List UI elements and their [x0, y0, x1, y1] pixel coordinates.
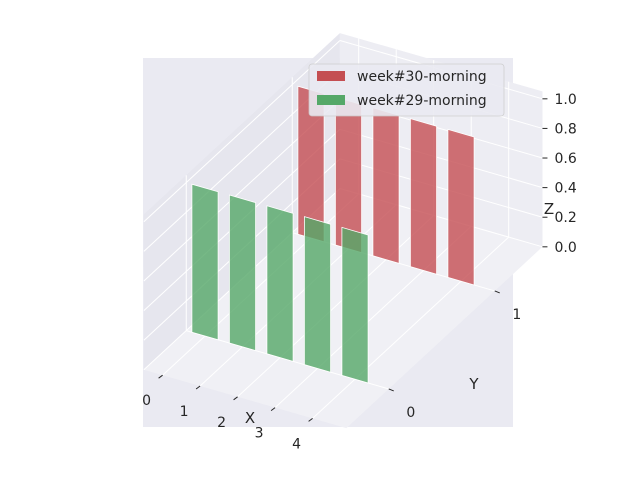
- x-tick-label: 0: [142, 393, 151, 409]
- x-tick-label: 4: [292, 436, 301, 452]
- legend-box: [308, 63, 505, 117]
- bar-week29-x4: [341, 226, 369, 384]
- z-tick-label: 0.4: [555, 181, 577, 197]
- x-tick-label: 2: [217, 415, 226, 431]
- x-tick-mark: [195, 385, 201, 390]
- y-tick-label: 0: [406, 405, 415, 421]
- z-tick-label: 0.0: [555, 240, 577, 256]
- x-tick-mark: [270, 407, 276, 412]
- bar-week30-x3: [409, 118, 438, 275]
- z-tick-label: 0.6: [555, 151, 577, 167]
- legend-label-week30: week#30-morning: [357, 69, 487, 85]
- bar-week29-x0: [191, 183, 219, 341]
- y-tick-mark: [388, 388, 394, 392]
- y-tick-mark: [494, 290, 500, 294]
- x-grid-line: [237, 215, 435, 398]
- legend-label-week29: week#29-morning: [357, 93, 487, 109]
- legend: week#30-morning week#29-morning: [308, 63, 505, 117]
- z-axis-label: Z: [544, 200, 554, 218]
- bar-week30-x2: [372, 107, 400, 264]
- bar-week29-x3: [303, 216, 332, 373]
- z-grid-line: [143, 40, 341, 223]
- x-grid-line: [274, 225, 472, 408]
- x-axis-label: X: [245, 409, 255, 427]
- bar-week30-x4: [447, 128, 475, 286]
- axis-ticks: 0 1 2 3 4 0 1 0.0 0.2 0.4 0.6 0.8 1.0: [142, 92, 577, 453]
- bar-week29-x2: [266, 205, 294, 362]
- y-tick-label: 1: [512, 307, 521, 323]
- series-week30-bars: [297, 85, 475, 286]
- z-tick-label: 0.8: [555, 121, 577, 137]
- legend-swatch-week29: [317, 95, 345, 105]
- x-grid-line: [312, 236, 510, 419]
- z-tick-label: 1.0: [555, 92, 577, 108]
- x-tick-mark: [308, 417, 313, 422]
- x-tick-mark: [233, 396, 238, 401]
- series-week29-bars: [191, 183, 369, 384]
- x-tick-label: 1: [180, 404, 189, 420]
- x-tick-label: 3: [255, 426, 264, 442]
- legend-swatch-week30: [317, 71, 345, 81]
- bar-week29-x1: [228, 194, 257, 352]
- z-tick-label: 0.2: [555, 210, 577, 226]
- x-tick-mark: [158, 374, 163, 379]
- y-axis-label: Y: [468, 375, 479, 393]
